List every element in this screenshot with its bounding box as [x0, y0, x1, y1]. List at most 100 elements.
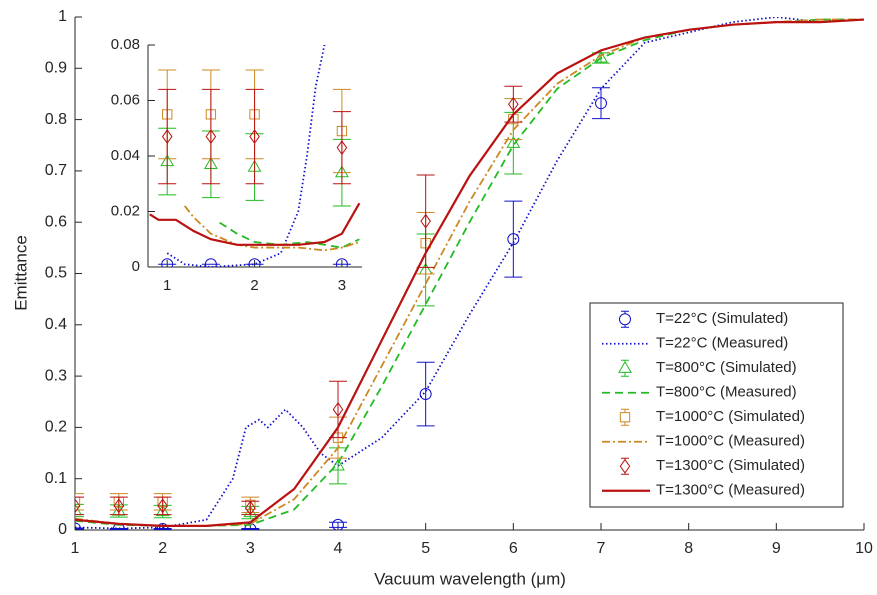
marker	[420, 213, 431, 229]
marker	[331, 518, 345, 530]
x-tick-label: 1	[163, 277, 171, 294]
error-bar	[416, 361, 435, 427]
error-bar	[332, 111, 351, 185]
y-tick-label: 0.4	[45, 316, 67, 333]
line	[183, 205, 360, 252]
marker	[75, 522, 82, 530]
marker	[331, 458, 345, 471]
x-tick-label: 10	[855, 540, 873, 557]
marker	[156, 523, 169, 530]
marker	[245, 500, 256, 516]
marker	[113, 498, 125, 514]
marker	[243, 505, 258, 518]
plot-area	[149, 45, 361, 267]
error-bar	[329, 521, 347, 528]
marker	[594, 97, 608, 110]
y-tick-label: 0.06	[111, 91, 140, 108]
y-tick-label: 0.04	[111, 147, 140, 164]
marker	[245, 499, 256, 511]
line	[149, 202, 361, 246]
marker	[335, 258, 348, 267]
error-bar	[504, 85, 523, 123]
plot-area	[75, 17, 864, 530]
y-tick-label: 0.08	[111, 36, 140, 53]
legend-marker	[618, 313, 632, 326]
line	[75, 18, 864, 527]
legend-label: T=800°C (Simulated)	[656, 359, 797, 376]
y-tick-label: 0.6	[45, 213, 67, 230]
y-tick-label: 0.3	[45, 367, 67, 384]
marker	[162, 109, 173, 120]
y-tick-label: 1	[58, 8, 67, 25]
inset: 1 2 3 0 0.02 0.04 0.06 0.08	[111, 36, 362, 294]
y-tick-label: 0	[132, 258, 140, 275]
x-tick-label: 4	[334, 540, 343, 557]
error-bar	[158, 88, 177, 185]
x-tick-label: 5	[421, 540, 430, 557]
y-tick-label: 0.5	[45, 265, 67, 282]
error-bar	[592, 87, 610, 120]
marker	[332, 401, 344, 417]
x-tick-label: 3	[246, 540, 255, 557]
marker	[75, 498, 81, 514]
y-tick-label: 0.2	[45, 419, 67, 436]
y-tick-label: 0.1	[45, 470, 67, 487]
x-tick-label: 6	[509, 540, 518, 557]
error-bar	[75, 493, 84, 511]
marker	[205, 109, 217, 120]
marker	[161, 129, 173, 145]
error-bar	[245, 88, 264, 185]
marker	[205, 129, 217, 145]
legend-marker	[619, 458, 631, 474]
legend-label: T=22°C (Measured)	[656, 335, 788, 352]
marker	[336, 125, 348, 137]
x-tick-label: 8	[684, 540, 693, 557]
legend-box	[589, 302, 844, 508]
legend-marker	[618, 360, 632, 373]
error-bar	[241, 527, 260, 530]
line	[75, 17, 864, 530]
marker	[507, 233, 520, 246]
legend-marker	[619, 412, 631, 423]
marker	[157, 498, 168, 514]
marker	[249, 129, 260, 145]
marker	[75, 503, 82, 516]
y-tick-label: 0	[58, 521, 67, 538]
legend: T=22°C (Simulated) T=22°C (Measured) T=800…	[589, 302, 844, 508]
error-bar	[153, 527, 172, 530]
line	[166, 45, 326, 267]
x-tick-label: 2	[250, 277, 258, 294]
marker	[248, 258, 261, 267]
error-bar	[201, 88, 220, 185]
marker	[336, 140, 348, 156]
main-plot: 1 2 3 4 5 6 7 8 9 1000.10.20.30.40.50.60.70.80.91…	[45, 8, 873, 557]
marker	[508, 96, 519, 112]
x-tick-label: 3	[338, 277, 346, 294]
legend-label: T=1300°C (Measured)	[656, 482, 805, 499]
y-tick-label: 0.9	[45, 60, 67, 77]
legend-label: T=1300°C (Simulated)	[656, 457, 805, 474]
marker	[420, 238, 431, 249]
error-bar	[75, 527, 84, 530]
x-tick-label: 2	[158, 540, 167, 557]
legend-label: T=22°C (Simulated)	[656, 310, 788, 327]
error-bar	[75, 503, 84, 518]
x-axis-label: Vacuum wavelength (μm)	[374, 569, 566, 588]
legend-label: T=1000°C (Measured)	[656, 433, 805, 450]
x-tick-label: 7	[597, 540, 606, 557]
y-tick-label: 0.7	[45, 162, 67, 179]
marker	[204, 258, 217, 267]
marker	[332, 432, 344, 443]
legend-label: T=1000°C (Simulated)	[656, 408, 805, 425]
marker	[419, 388, 432, 400]
x-tick-label: 9	[772, 540, 781, 557]
legend-label: T=800°C (Measured)	[656, 384, 797, 401]
error-bar	[504, 200, 523, 278]
error-bar	[75, 496, 84, 516]
marker	[249, 109, 260, 120]
error-bar	[109, 527, 128, 530]
y-tick-label: 0.8	[45, 111, 67, 128]
marker	[161, 258, 174, 267]
x-tick-label: 1	[71, 540, 80, 557]
